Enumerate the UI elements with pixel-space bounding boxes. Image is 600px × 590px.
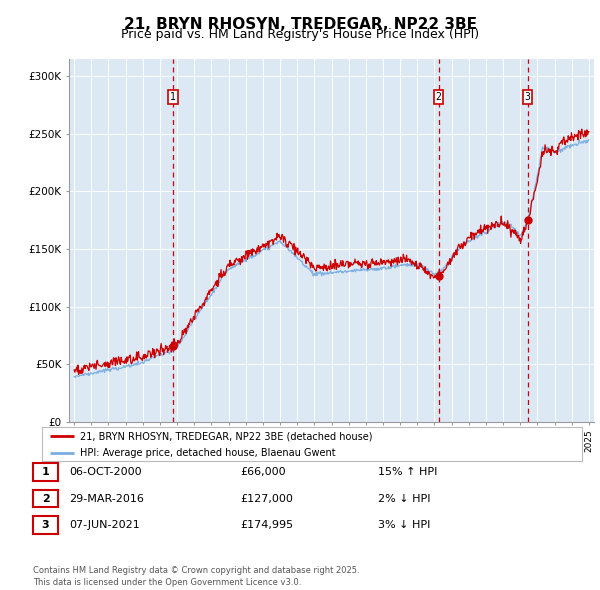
Text: 06-OCT-2000: 06-OCT-2000 [69, 467, 142, 477]
Text: 1: 1 [42, 467, 49, 477]
Text: £174,995: £174,995 [240, 520, 293, 530]
Text: Contains HM Land Registry data © Crown copyright and database right 2025.
This d: Contains HM Land Registry data © Crown c… [33, 566, 359, 587]
Text: 3: 3 [525, 92, 531, 102]
Text: 3% ↓ HPI: 3% ↓ HPI [378, 520, 430, 530]
Text: 1: 1 [170, 92, 176, 102]
Text: 29-MAR-2016: 29-MAR-2016 [69, 494, 144, 503]
Text: £127,000: £127,000 [240, 494, 293, 503]
Text: 3: 3 [42, 520, 49, 530]
Text: 2: 2 [436, 92, 442, 102]
Text: £66,000: £66,000 [240, 467, 286, 477]
Text: 2: 2 [42, 494, 49, 503]
Text: 2% ↓ HPI: 2% ↓ HPI [378, 494, 431, 503]
Text: 07-JUN-2021: 07-JUN-2021 [69, 520, 140, 530]
Text: 15% ↑ HPI: 15% ↑ HPI [378, 467, 437, 477]
Text: 21, BRYN RHOSYN, TREDEGAR, NP22 3BE (detached house): 21, BRYN RHOSYN, TREDEGAR, NP22 3BE (det… [80, 431, 372, 441]
Text: 21, BRYN RHOSYN, TREDEGAR, NP22 3BE: 21, BRYN RHOSYN, TREDEGAR, NP22 3BE [124, 17, 476, 31]
Text: Price paid vs. HM Land Registry's House Price Index (HPI): Price paid vs. HM Land Registry's House … [121, 28, 479, 41]
Text: HPI: Average price, detached house, Blaenau Gwent: HPI: Average price, detached house, Blae… [80, 448, 335, 458]
